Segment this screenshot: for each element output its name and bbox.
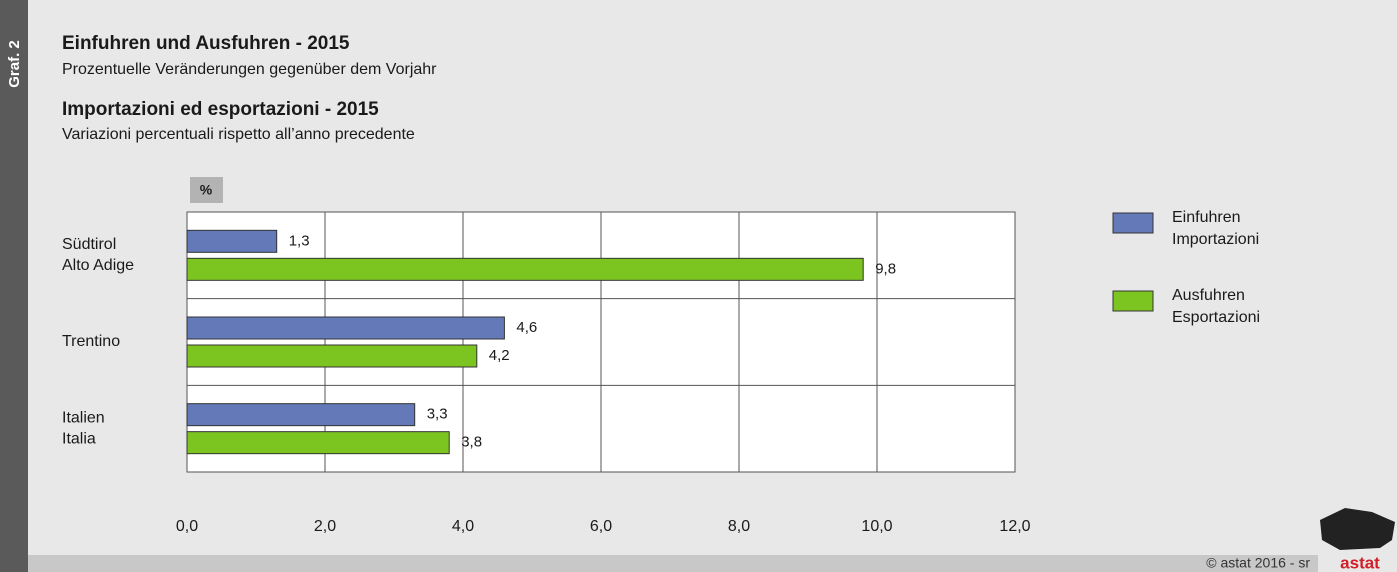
legend-label: Ausfuhren [1172, 287, 1245, 304]
category-label: Trentino [62, 333, 120, 350]
bar [186, 316, 505, 340]
legend-label: Esportazioni [1172, 309, 1260, 326]
x-tick-label: 4,0 [452, 518, 474, 535]
x-tick-label: 2,0 [314, 518, 336, 535]
value-label: 1,3 [289, 232, 310, 249]
bar [186, 229, 278, 253]
chart-title-2: Importazioni ed esportazioni - 2015 [62, 99, 379, 120]
logo-shape [1320, 508, 1395, 550]
graf-label: Graf. 2 [6, 40, 23, 88]
x-tick-label: 10,0 [861, 518, 892, 535]
legend-label: Einfuhren [1172, 209, 1241, 226]
legend-label: Importazioni [1172, 231, 1259, 248]
bar [186, 403, 416, 427]
legend-swatch [1112, 290, 1154, 312]
chart-subtitle: Prozentuelle Veränderungen gegenüber dem… [62, 61, 437, 78]
category-label: Italien [62, 409, 105, 426]
chart-subtitle-2: Variazioni percentuali rispetto all’anno… [62, 126, 415, 143]
logo-text: astat [1340, 553, 1380, 572]
unit-box [190, 177, 223, 203]
category-label: Alto Adige [62, 257, 134, 274]
unit-label: % [200, 182, 213, 198]
value-label: 4,6 [516, 319, 537, 336]
x-tick-label: 0,0 [176, 518, 198, 535]
bar [186, 257, 864, 281]
value-label: 3,3 [427, 406, 448, 423]
value-label: 9,8 [875, 260, 896, 277]
side-strip [0, 0, 28, 572]
bar [186, 431, 450, 455]
x-tick-label: 8,0 [728, 518, 750, 535]
category-label: Südtirol [62, 236, 116, 253]
x-tick-label: 6,0 [590, 518, 612, 535]
value-label: 3,8 [461, 434, 482, 451]
footer-band [28, 555, 1318, 572]
legend-swatch [1112, 212, 1154, 234]
bar [186, 344, 478, 368]
logo-icon [1320, 508, 1395, 550]
category-label: Italia [62, 430, 96, 447]
chart-title: Einfuhren und Ausfuhren - 2015 [62, 33, 350, 54]
x-tick-label: 12,0 [999, 518, 1030, 535]
footer-text: © astat 2016 - sr [1206, 555, 1310, 571]
value-label: 4,2 [489, 347, 510, 364]
